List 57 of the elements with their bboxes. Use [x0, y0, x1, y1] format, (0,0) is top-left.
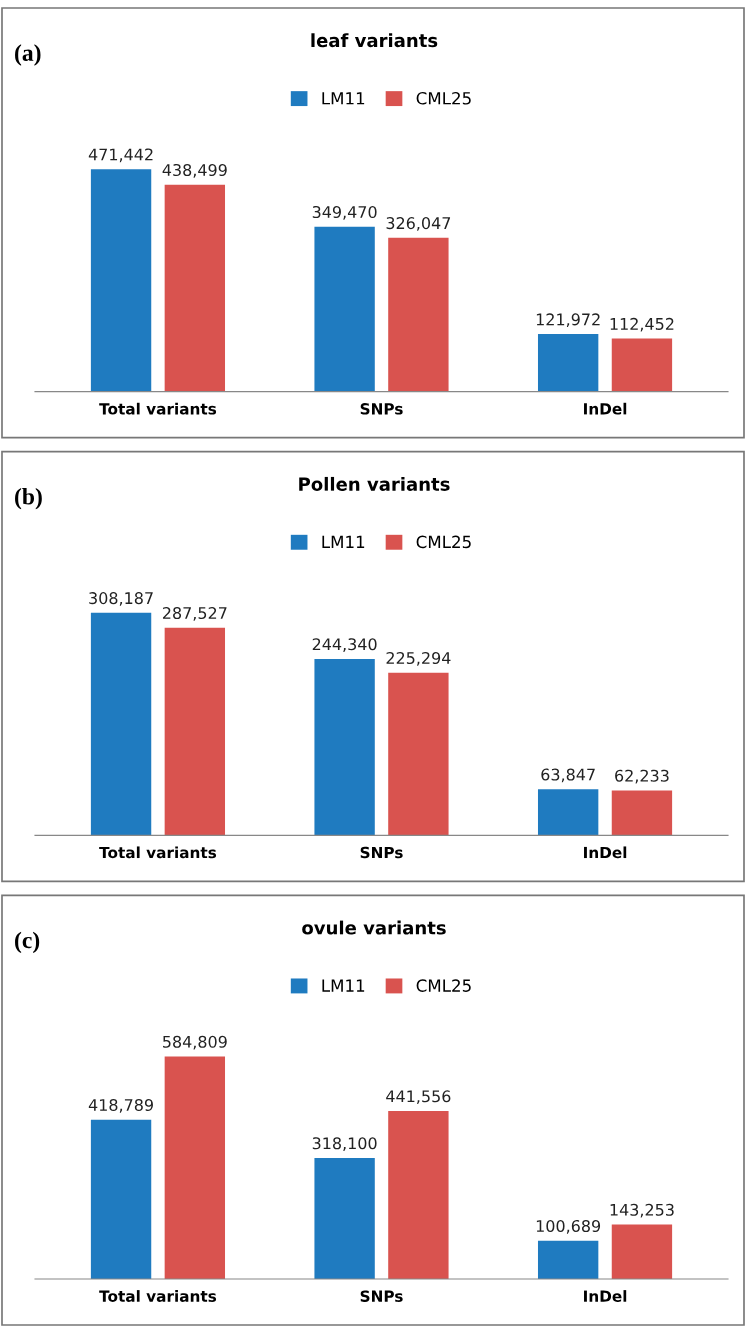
x-tick-label: InDel — [584, 402, 627, 415]
x-tick-label: Total variants — [99, 1290, 217, 1302]
data-label: 63,847 — [541, 768, 595, 783]
data-label: 471,442 — [88, 148, 153, 163]
text: (c) — [15, 931, 40, 954]
legend-label: LM11 — [322, 92, 365, 105]
data-label: 225,294 — [386, 651, 451, 666]
data-label: 326,047 — [386, 217, 451, 231]
text: (a) — [15, 44, 41, 66]
x-tick-label: InDel — [584, 846, 627, 859]
data-label: 121,972 — [536, 313, 600, 328]
x-tick-label: SNPs — [360, 1290, 403, 1302]
bar — [611, 1224, 673, 1279]
data-label: 438,499 — [162, 163, 227, 178]
bar — [314, 226, 375, 392]
bar — [90, 169, 152, 392]
data-label: 112,452 — [610, 317, 674, 332]
bar — [611, 790, 673, 836]
x-tick-label: SNPs — [360, 846, 403, 859]
x-tick-label: InDel — [584, 1290, 627, 1302]
data-label: 100,689 — [536, 1219, 601, 1234]
bar — [537, 334, 599, 392]
data-label: 318,100 — [312, 1137, 377, 1151]
bar — [537, 789, 599, 836]
text: (b) — [15, 487, 42, 510]
data-label: 62,233 — [615, 769, 669, 784]
bar — [388, 672, 449, 836]
bar — [388, 237, 449, 392]
bar — [164, 627, 226, 836]
data-label: 308,187 — [89, 592, 153, 606]
x-tick-label: Total variants — [99, 846, 217, 859]
legend-label: CML25 — [416, 535, 471, 549]
legend-label: LM11 — [322, 979, 365, 992]
chart-title: ovule variants — [302, 920, 446, 935]
x-tick-label: Total variants — [99, 402, 217, 415]
bar — [164, 184, 226, 392]
legend-label: LM11 — [322, 535, 365, 548]
bar — [90, 612, 152, 836]
bar — [90, 1119, 152, 1279]
data-label: 349,470 — [312, 205, 377, 220]
x-tick-label: SNPs — [360, 403, 403, 415]
legend-label: CML25 — [416, 979, 471, 992]
data-label: 244,340 — [312, 638, 377, 652]
data-label: 287,527 — [162, 607, 227, 621]
bar — [537, 1240, 599, 1279]
bar — [314, 658, 375, 836]
data-label: 584,809 — [163, 1035, 227, 1050]
chart-title: Pollen variants — [299, 476, 450, 491]
chart-title: leaf variants — [311, 33, 438, 48]
bar — [164, 1056, 226, 1279]
legend-label: CML25 — [416, 91, 471, 105]
data-label: 418,789 — [88, 1098, 153, 1113]
bar — [388, 1110, 449, 1279]
bar — [314, 1157, 375, 1279]
data-label: 143,253 — [610, 1203, 674, 1218]
data-label: 441,556 — [386, 1090, 451, 1104]
bar — [611, 338, 673, 392]
